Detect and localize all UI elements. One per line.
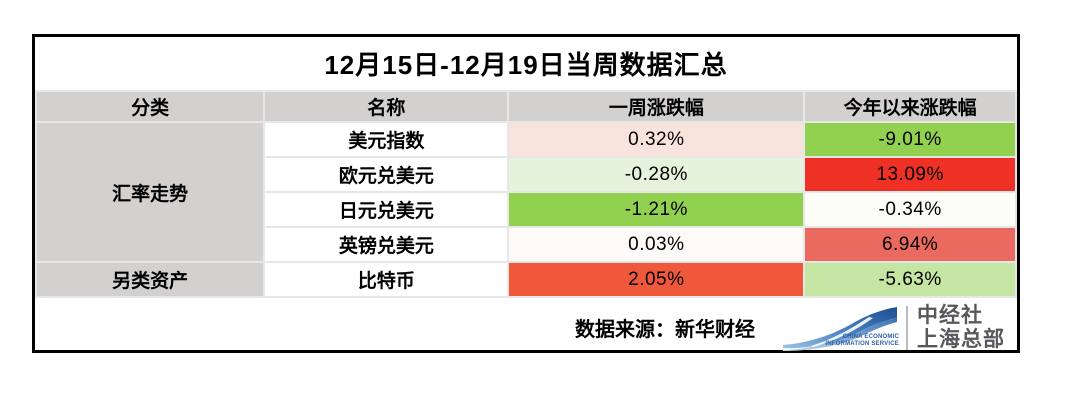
week-change-cell: 2.05% bbox=[507, 261, 806, 298]
table-row: 英镑兑美元 0.03% 6.94% bbox=[36, 226, 1017, 263]
week-change-cell: 0.03% bbox=[507, 226, 806, 263]
column-header-category: 分类 bbox=[34, 90, 266, 123]
week-change-cell: -1.21% bbox=[507, 191, 806, 228]
asset-name-cell: 比特币 bbox=[263, 261, 510, 298]
asset-name-cell: 英镑兑美元 bbox=[263, 226, 510, 263]
table-row: 汇率走势 美元指数 0.32% -9.01% bbox=[34, 121, 1017, 263]
column-header-ytd-change: 今年以来涨跌幅 bbox=[803, 90, 1017, 123]
asset-name-cell: 美元指数 bbox=[263, 121, 510, 158]
ytd-change-cell: -9.01% bbox=[803, 121, 1017, 158]
page-title: 12月15日-12月19日当周数据汇总 bbox=[324, 50, 728, 80]
table-header-row: 分类 名称 一周涨跌幅 今年以来涨跌幅 bbox=[34, 90, 1017, 123]
logo-chinese-text: 中经社 上海总部 bbox=[917, 303, 1005, 351]
category-cell-fx: 汇率走势 bbox=[34, 121, 266, 263]
column-header-week-change: 一周涨跌幅 bbox=[507, 90, 806, 123]
logo-divider bbox=[906, 305, 908, 350]
table-row: 欧元兑美元 -0.28% 13.09% bbox=[36, 156, 1017, 193]
weekly-data-table: 分类 名称 一周涨跌幅 今年以来涨跌幅 汇率走势 美元指数 0.32% -9.0… bbox=[34, 90, 1017, 298]
ytd-change-cell: 6.94% bbox=[803, 226, 1017, 263]
data-source-label: 数据来源：新华财经 bbox=[575, 319, 755, 341]
cnfin-logo: CHINA ECONOMIC INFORMATION SERVICE 中经社 上… bbox=[781, 304, 1005, 352]
asset-name-cell: 日元兑美元 bbox=[263, 191, 510, 228]
weekly-data-summary-card: 12月15日-12月19日当周数据汇总 分类 名称 一周涨跌幅 今年以来涨跌幅 … bbox=[32, 34, 1020, 353]
asset-name-cell: 欧元兑美元 bbox=[263, 156, 510, 193]
table-footer: 数据来源：新华财经 bbox=[35, 298, 1017, 357]
table-row: 日元兑美元 -1.21% -0.34% bbox=[36, 191, 1017, 228]
week-change-cell: -0.28% bbox=[507, 156, 806, 193]
logo-swoosh-icon: CHINA ECONOMIC INFORMATION SERVICE bbox=[781, 305, 899, 351]
ytd-change-cell: 13.09% bbox=[803, 156, 1017, 193]
logo-english-text: CHINA ECONOMIC INFORMATION SERVICE bbox=[825, 333, 899, 347]
category-cell-alternative-assets: 另类资产 bbox=[34, 261, 266, 298]
ytd-change-cell: -5.63% bbox=[803, 261, 1017, 298]
table-row: 另类资产 比特币 2.05% -5.63% bbox=[34, 261, 1017, 298]
column-header-name: 名称 bbox=[263, 90, 510, 123]
week-change-cell: 0.32% bbox=[507, 121, 806, 158]
ytd-change-cell: -0.34% bbox=[803, 191, 1017, 228]
